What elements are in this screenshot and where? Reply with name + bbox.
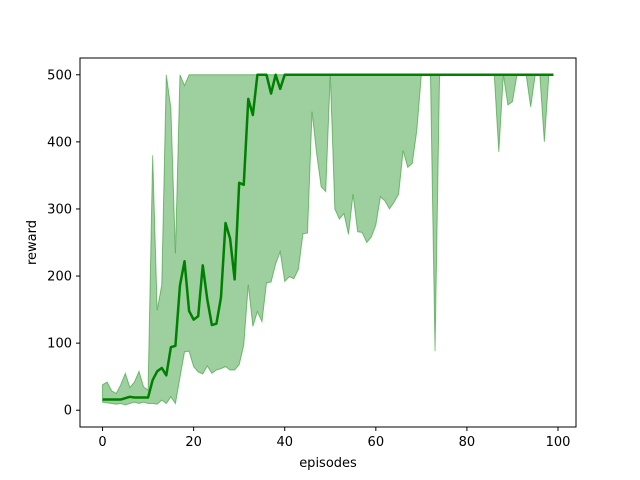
x-tick-label: 100: [546, 435, 571, 450]
x-tick-label: 0: [98, 435, 106, 450]
mean-reward-line: [102, 73, 554, 401]
x-tick-label: 80: [459, 435, 476, 450]
x-tick-label: 40: [276, 435, 293, 450]
y-tick-label: 300: [47, 202, 72, 217]
x-tick-label: 60: [368, 435, 385, 450]
y-tick-label: 400: [47, 135, 72, 150]
y-tick-label: 0: [64, 404, 72, 419]
plot-area: [102, 73, 554, 406]
y-tick-label: 500: [47, 68, 72, 83]
y-tick-label: 200: [47, 270, 72, 285]
y-tick-label: 100: [47, 337, 72, 352]
axes: 0 20 40 60 80 100 0 100 200 300 400 500: [47, 57, 577, 450]
axes-frame: [79, 57, 577, 428]
y-axis-label: reward: [25, 220, 40, 265]
x-axis-label: episodes: [299, 456, 357, 471]
x-tick-label: 20: [185, 435, 202, 450]
